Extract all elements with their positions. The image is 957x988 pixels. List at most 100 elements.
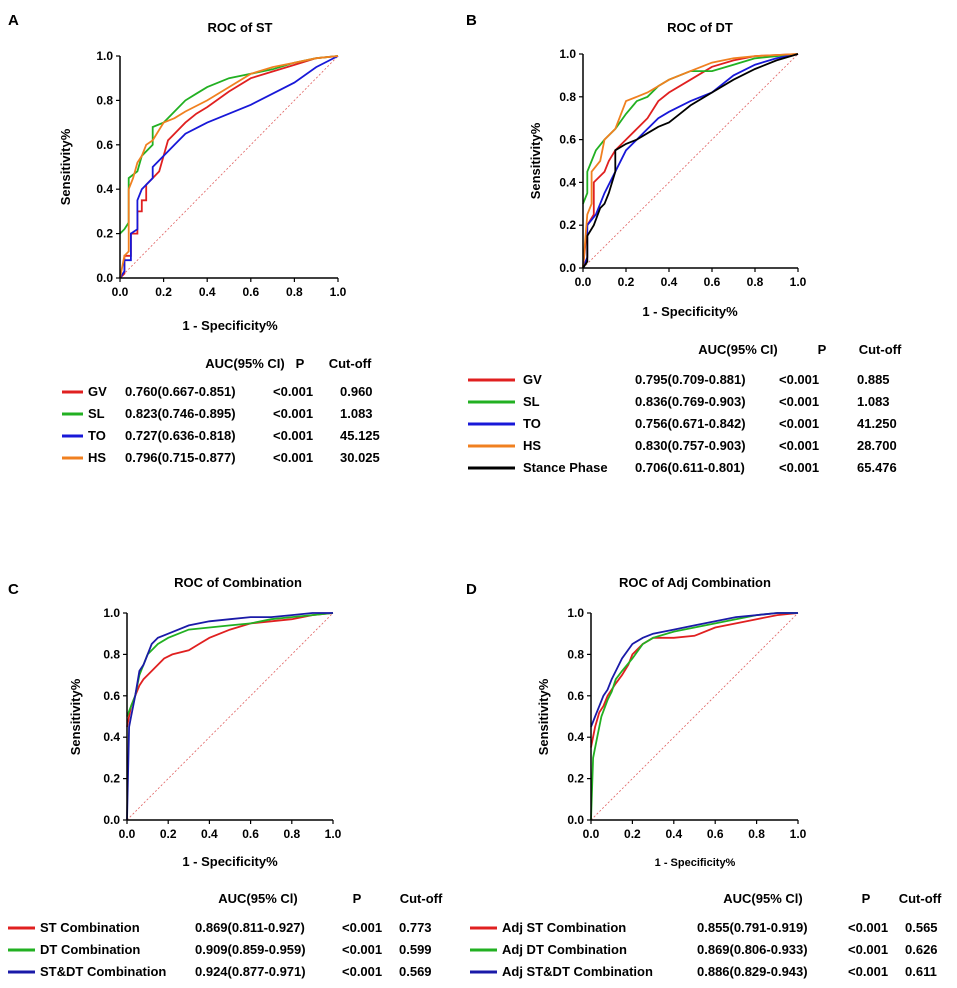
cutoff-value: 30.025	[340, 450, 380, 465]
p-value: <0.001	[779, 394, 819, 409]
reference-diagonal	[126, 612, 334, 821]
table-header: Cut-off	[329, 356, 372, 371]
y-tick-label: 0.0	[567, 813, 584, 827]
y-tick-label: 0.2	[559, 218, 576, 232]
roc-curve-gv	[582, 53, 799, 269]
panel-a: A ROC of ST 0.0 0.2 0.4 0.6 0.8 1.0 0.0 0.2 0.4 0.6…	[8, 12, 380, 465]
x-tick-label: 0.4	[199, 285, 216, 299]
legend-label: Stance Phase	[523, 460, 608, 475]
roc-curve-st-dt-combination	[126, 612, 333, 821]
y-tick-label: 0.4	[559, 175, 576, 189]
p-value: <0.001	[342, 942, 382, 957]
y-tick-label: 1.0	[559, 47, 576, 61]
x-tick-label: 1.0	[330, 285, 347, 299]
x-axis-label: 1 - Specificity%	[182, 318, 278, 333]
x-tick-label: 0.2	[618, 275, 635, 289]
x-axis-label: 1 - Specificity%	[655, 857, 736, 869]
p-value: <0.001	[273, 450, 313, 465]
x-tick-label: 0.2	[624, 827, 641, 841]
x-tick-label: 0.6	[242, 285, 259, 299]
y-axis-label: Sensitivity%	[528, 122, 543, 199]
y-tick-label: 0.6	[559, 133, 576, 147]
cutoff-value: 0.773	[399, 920, 432, 935]
table-header: P	[818, 342, 827, 357]
panel-b: B ROC of DT 0.0 0.2 0.4 0.6 0.8 1.0 0.0 0.2 0.4 0.6…	[466, 12, 902, 475]
y-tick-label: 0.8	[103, 647, 120, 661]
legend-label: SL	[523, 394, 540, 409]
panel-letter: B	[466, 12, 477, 29]
auc-value: 0.756(0.671-0.842)	[635, 416, 746, 431]
y-tick-label: 0.2	[96, 227, 113, 241]
cutoff-value: 0.626	[905, 942, 938, 957]
stats-table: AUC(95% Cl) P Cut-off Adj ST Combination 0.8…	[470, 891, 942, 979]
roc-curve-adj-dt-combination	[590, 612, 798, 821]
cutoff-value: 0.611	[905, 964, 937, 979]
y-tick-label: 0.4	[96, 182, 113, 196]
x-tick-label: 0.8	[283, 827, 300, 841]
chart-title: ROC of DT	[667, 20, 733, 35]
x-tick-label: 0.0	[583, 827, 600, 841]
x-tick-label: 0.2	[155, 285, 172, 299]
y-tick-label: 0.0	[103, 813, 120, 827]
p-value: <0.001	[779, 438, 819, 453]
reference-diagonal	[590, 612, 799, 821]
table-header: AUC(95% CI)	[205, 356, 284, 371]
roc-curve-adj-st-dt-combination	[590, 612, 798, 728]
table-header: P	[862, 891, 871, 906]
p-value: <0.001	[273, 384, 313, 399]
cutoff-value: 45.125	[340, 428, 380, 443]
x-tick-label: 1.0	[790, 827, 807, 841]
auc-value: 0.909(0.859-0.959)	[195, 942, 306, 957]
table-header: Cut-off	[899, 891, 942, 906]
auc-value: 0.823(0.746-0.895)	[125, 406, 236, 421]
y-tick-label: 0.4	[103, 730, 120, 744]
roc-curve-to	[582, 53, 799, 269]
legend-label: GV	[88, 384, 107, 399]
cutoff-value: 0.960	[340, 384, 373, 399]
cutoff-value: 28.700	[857, 438, 897, 453]
x-tick-label: 0.0	[112, 285, 129, 299]
cutoff-value: 0.565	[905, 920, 938, 935]
table-header: AUC(95% Cl)	[723, 891, 802, 906]
legend-label: Adj ST&DT Combination	[502, 964, 653, 979]
panel-d: D ROC of Adj Combination 0.0 0.2 0.4 0.6 0.8 1.…	[466, 575, 942, 979]
p-value: <0.001	[779, 460, 819, 475]
x-tick-label: 0.6	[707, 827, 724, 841]
y-tick-label: 0.4	[567, 730, 584, 744]
cutoff-value: 0.885	[857, 372, 890, 387]
p-value: <0.001	[779, 372, 819, 387]
legend-label: SL	[88, 406, 105, 421]
legend-label: HS	[523, 438, 541, 453]
x-tick-label: 0.6	[242, 827, 259, 841]
y-tick-label: 0.2	[103, 772, 120, 786]
panel-c: C ROC of Combination 0.0 0.2 0.4 0.6 0.8 1.0 0.0…	[8, 575, 443, 979]
p-value: <0.001	[342, 920, 382, 935]
p-value: <0.001	[779, 416, 819, 431]
roc-curve-sl	[119, 55, 339, 235]
y-axis-label: Sensitivity%	[68, 678, 83, 755]
auc-value: 0.760(0.667-0.851)	[125, 384, 236, 399]
y-tick-label: 0.2	[567, 772, 584, 786]
p-value: <0.001	[848, 964, 888, 979]
roc-curve-adj-st-combination	[590, 612, 799, 748]
cutoff-value: 0.599	[399, 942, 432, 957]
roc-curve-to	[119, 55, 339, 279]
p-value: <0.001	[273, 428, 313, 443]
y-tick-label: 1.0	[96, 49, 113, 63]
p-value: <0.001	[848, 942, 888, 957]
stats-table: AUC(95% Cl) P Cut-off ST Combination 0.869(0…	[8, 891, 443, 979]
x-tick-label: 0.0	[575, 275, 592, 289]
auc-value: 0.869(0.811-0.927)	[195, 920, 305, 935]
x-tick-label: 0.4	[201, 827, 218, 841]
p-value: <0.001	[273, 406, 313, 421]
panel-letter: A	[8, 12, 19, 29]
y-tick-label: 0.6	[96, 138, 113, 152]
table-header: Cut-off	[859, 342, 902, 357]
panel-letter: C	[8, 581, 19, 598]
y-axis-label: Sensitivity%	[58, 128, 73, 205]
x-tick-label: 0.0	[119, 827, 136, 841]
auc-value: 0.795(0.709-0.881)	[635, 372, 746, 387]
roc-curve-hs	[582, 53, 799, 269]
p-value: <0.001	[848, 920, 888, 935]
x-tick-label: 0.4	[665, 827, 682, 841]
